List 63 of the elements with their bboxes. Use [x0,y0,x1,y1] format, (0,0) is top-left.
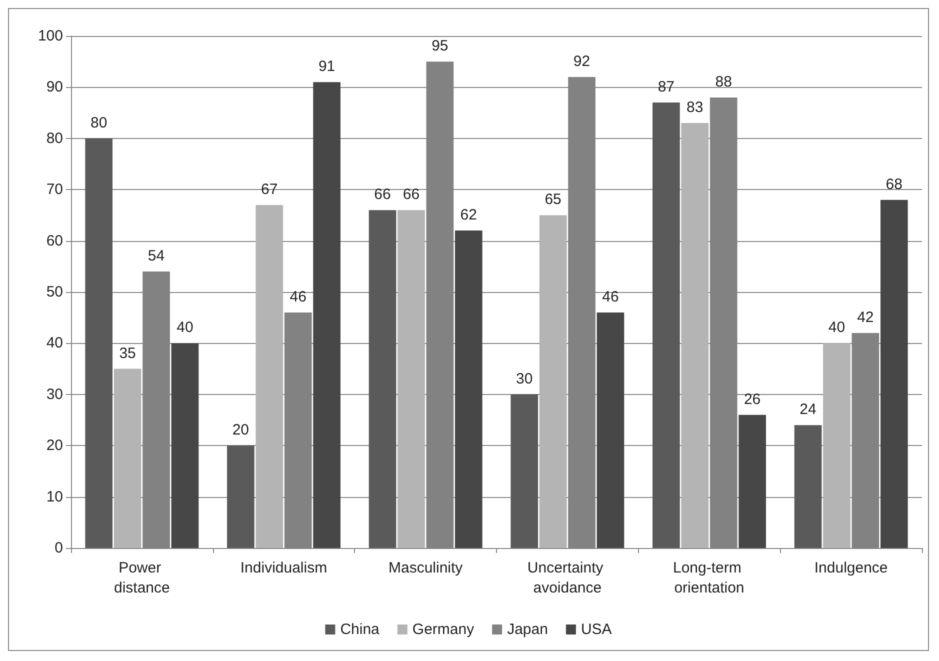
data-label: 46 [290,288,306,306]
y-tick-label: 30 [46,386,63,403]
data-label: 83 [686,99,704,116]
data-label: 65 [544,191,562,208]
x-tick-label: Uncertainty avoidance [527,560,608,596]
bar [256,204,284,548]
bar [398,210,425,548]
data-label: 54 [148,248,165,265]
bar [596,312,624,548]
legend-label: China [340,621,380,638]
bar [227,446,254,548]
bar [85,138,113,548]
x-tick-label: Indulgence [814,560,888,576]
y-tick-label: 90 [46,78,63,96]
bar [880,200,908,548]
legend-label: Japan [507,621,548,638]
bar [539,215,567,548]
data-label: 95 [432,38,448,55]
y-tick-label: 40 [46,334,63,352]
data-label: 24 [800,401,816,418]
bar [738,414,766,548]
data-label: 68 [886,176,902,193]
data-label: 40 [828,319,846,336]
bar [454,230,482,548]
bar [510,394,538,548]
data-label: 87 [658,78,675,96]
bar [368,210,396,548]
data-label: 26 [744,390,761,408]
data-label: 30 [516,370,533,388]
data-label: 35 [119,344,136,362]
x-tick-label: Masculinity [388,560,464,576]
legend-label: Germany [412,621,475,638]
y-tick-label: 20 [46,437,63,454]
data-label: 80 [90,114,108,132]
y-tick-label: 80 [46,130,63,147]
y-tick-label: 100 [38,28,63,44]
x-tick-label: Long-term orientation [672,560,746,596]
bar [313,82,340,548]
y-tick-label: 0 [54,540,63,556]
y-tick-label: 70 [46,181,63,198]
x-tick-label: Power distance [114,560,170,596]
data-label: 88 [715,73,732,90]
y-tick-label: 50 [46,284,63,300]
data-label: 66 [374,186,391,204]
data-label: 40 [176,319,194,336]
bar [794,425,822,548]
data-label: 20 [232,422,250,439]
data-label: 46 [602,288,619,306]
data-label: 91 [318,58,336,76]
bar [114,368,142,548]
data-label: 67 [261,180,278,198]
bar [171,343,199,548]
bar [681,123,709,548]
y-tick-label: 60 [46,232,63,250]
data-label: 66 [402,186,420,204]
y-tick-label: 10 [46,488,63,506]
data-label: 92 [573,52,590,70]
data-label: 62 [460,206,477,224]
bar [823,343,850,548]
x-tick-label: Individualism [240,560,328,576]
legend-label: USA [580,621,612,638]
data-label: 42 [857,308,874,326]
bar [652,102,680,548]
